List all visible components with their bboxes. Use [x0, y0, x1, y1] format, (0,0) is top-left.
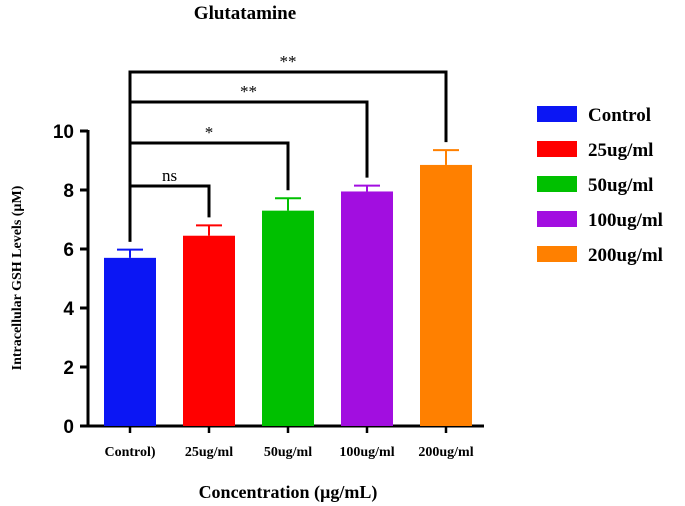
- legend-label-3: 100ug/ml: [588, 210, 663, 231]
- x-axis-label: Concentration (µg/mL): [199, 482, 378, 503]
- x-tick-label: Control): [104, 445, 155, 460]
- significance-label-2: **: [240, 82, 257, 101]
- x-tick-label: 25ug/ml: [185, 445, 233, 460]
- y-tick-label: 4: [63, 299, 74, 320]
- significance-label-0: ns: [162, 166, 177, 185]
- significance-bracket-3: [128, 70, 448, 242]
- chart-title: Glutatamine: [194, 3, 296, 24]
- legend: Control 25ug/ml 50ug/ml 100ug/ml 200ug/ml: [537, 105, 663, 266]
- legend-swatch-1: [537, 141, 577, 157]
- bar-1: [183, 235, 235, 426]
- y-tick-label: 2: [63, 358, 74, 379]
- bar-2: [262, 210, 314, 426]
- y-tick-label: 0: [63, 417, 74, 438]
- y-tick-label: 10: [53, 122, 74, 143]
- bar-0: [104, 257, 156, 426]
- significance-label-1: *: [205, 123, 214, 142]
- legend-swatch-2: [537, 176, 577, 192]
- legend-swatch-3: [537, 211, 577, 227]
- legend-swatch-4: [537, 246, 577, 262]
- y-tick-label: 6: [63, 240, 74, 261]
- x-tick-label: 100ug/ml: [339, 445, 394, 460]
- significance-bracket-0: [128, 184, 211, 242]
- legend-label-1: 25ug/ml: [588, 140, 653, 161]
- x-tick-label: 50ug/ml: [264, 445, 312, 460]
- legend-swatch-0: [537, 106, 577, 122]
- bar-4: [420, 164, 472, 427]
- x-tick-label: 200ug/ml: [418, 445, 473, 460]
- y-tick-label: 8: [63, 181, 74, 202]
- significance-label-3: **: [280, 52, 297, 71]
- legend-label-0: Control: [588, 105, 651, 126]
- legend-label-2: 50ug/ml: [588, 175, 653, 196]
- legend-label-4: 200ug/ml: [588, 245, 663, 266]
- y-axis-label: Intracellular GSH Levels (µM): [10, 185, 25, 370]
- bar-3: [341, 191, 393, 426]
